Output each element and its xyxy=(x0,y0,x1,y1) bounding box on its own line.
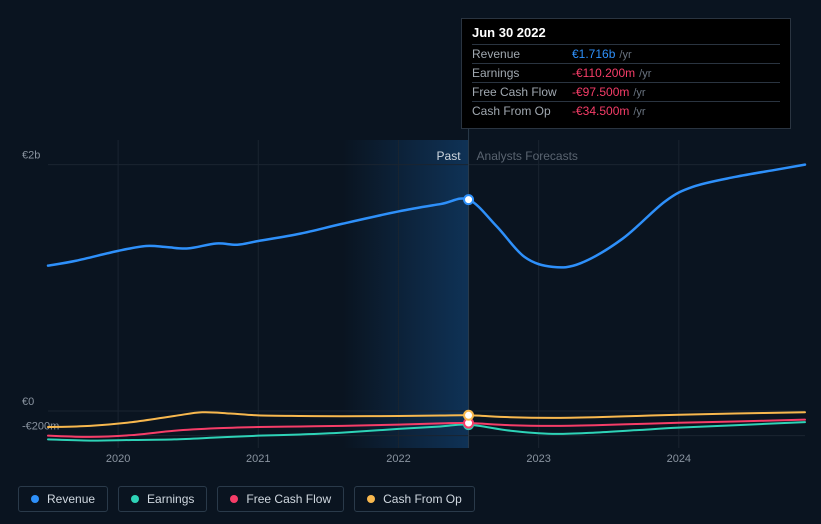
tooltip-row-unit: /yr xyxy=(619,49,631,61)
x-axis-label: 2021 xyxy=(246,453,270,465)
legend-item-label: Free Cash Flow xyxy=(246,492,331,506)
y-axis-label: €0 xyxy=(22,396,34,408)
tooltip-row-label: Cash From Op xyxy=(472,104,572,118)
tooltip-row-unit: /yr xyxy=(639,68,651,80)
legend-item-fcf[interactable]: Free Cash Flow xyxy=(217,486,344,512)
legend-item-label: Cash From Op xyxy=(383,492,462,506)
tooltip-row: Earnings-€110.200m/yr xyxy=(472,63,780,82)
tooltip-row-value: -€34.500m xyxy=(572,104,629,118)
legend-item-cfo[interactable]: Cash From Op xyxy=(354,486,475,512)
tooltip-row: Cash From Op-€34.500m/yr xyxy=(472,101,780,120)
chart-tooltip: Jun 30 2022 Revenue€1.716b/yrEarnings-€1… xyxy=(461,18,791,129)
legend-bullet-icon xyxy=(31,495,39,503)
tooltip-row-value: -€110.200m xyxy=(572,66,635,80)
legend-item-label: Revenue xyxy=(47,492,95,506)
tooltip-row-label: Earnings xyxy=(472,66,572,80)
y-axis-label: €2b xyxy=(22,150,40,162)
x-axis-label: 2023 xyxy=(526,453,550,465)
forecast-label: Analysts Forecasts xyxy=(477,149,578,163)
legend-item-earnings[interactable]: Earnings xyxy=(118,486,207,512)
x-axis-label: 2022 xyxy=(386,453,410,465)
tooltip-row-label: Revenue xyxy=(472,47,572,61)
tooltip-row-value: €1.716b xyxy=(572,47,615,61)
marker-cfo xyxy=(464,411,473,420)
tooltip-row-unit: /yr xyxy=(633,106,645,118)
tooltip-row-value: -€97.500m xyxy=(572,85,629,99)
legend-bullet-icon xyxy=(367,495,375,503)
tooltip-row-label: Free Cash Flow xyxy=(472,85,572,99)
legend-item-label: Earnings xyxy=(147,492,194,506)
tooltip-row-unit: /yr xyxy=(633,87,645,99)
tooltip-row: Free Cash Flow-€97.500m/yr xyxy=(472,82,780,101)
x-axis-label: 2024 xyxy=(667,453,691,465)
chart-legend: Revenue Earnings Free Cash Flow Cash From O… xyxy=(18,486,475,512)
x-axis-label: 2020 xyxy=(106,453,130,465)
tooltip-date: Jun 30 2022 xyxy=(472,25,780,44)
marker-revenue xyxy=(464,195,473,204)
legend-item-revenue[interactable]: Revenue xyxy=(18,486,108,512)
legend-bullet-icon xyxy=(230,495,238,503)
legend-bullet-icon xyxy=(131,495,139,503)
past-label: Past xyxy=(437,149,462,163)
tooltip-row: Revenue€1.716b/yr xyxy=(472,44,780,63)
